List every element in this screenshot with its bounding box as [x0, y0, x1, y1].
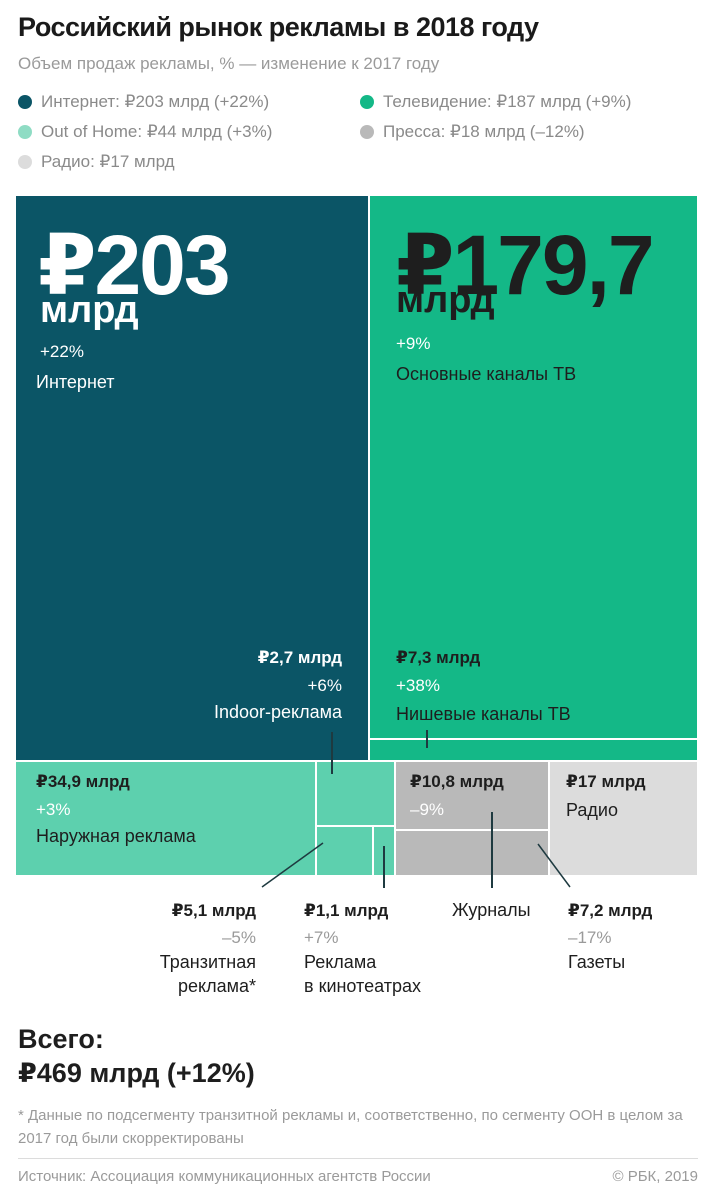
legend-dot-icon [360, 95, 374, 109]
cell-internet: ₽203 млрд +22% Интернет ₽2,7 млрд +6% In… [16, 196, 368, 760]
tv-main-value: ₽179,7 [396, 218, 655, 312]
chart-subtitle: Объем продаж рекламы, % — изменение к 20… [18, 54, 440, 73]
cell-indoor [317, 762, 394, 825]
legend-item-tv: Телевидение: ₽187 млрд (+9%) [360, 92, 631, 112]
leader-line-magazines [491, 812, 493, 888]
indoor-value: ₽2,7 млрд [257, 648, 342, 667]
leader-line-newspapers [537, 843, 571, 888]
cell-magazines: ₽10,8 млрд –9% [396, 762, 548, 829]
footnote: * Данные по подсегменту транзитной рекла… [18, 1107, 683, 1147]
legend-label: Интернет: ₽203 млрд (+22%) [41, 92, 270, 111]
leader-line-indoor [331, 732, 333, 774]
newspapers-label: Газеты [568, 952, 626, 972]
legend-label: Пресса: ₽18 млрд (–12%) [383, 122, 585, 141]
leader-line-transit [261, 842, 324, 888]
leader-line-cinema [383, 846, 385, 888]
outdoor-value: ₽34,9 млрд [36, 772, 130, 791]
tv-main-label: Основные каналы ТВ [396, 364, 577, 384]
cell-transit [317, 827, 372, 875]
leader-line-tv-niche [426, 730, 428, 748]
legend-label: Радио: ₽17 млрд [41, 152, 175, 171]
transit-label: Транзитная [159, 952, 256, 972]
legend-dot-icon [18, 155, 32, 169]
transit-change: –5% [221, 928, 256, 947]
magazines-value: ₽10,8 млрд [410, 772, 504, 791]
legend-item-internet: Интернет: ₽203 млрд (+22%) [18, 92, 269, 112]
cinema-label-2: в кинотеатрах [304, 976, 421, 996]
internet-value: ₽203 [38, 218, 231, 312]
outdoor-change: +3% [36, 800, 71, 819]
cinema-value: ₽1,1 млрд [304, 901, 389, 920]
tv-niche-label: Нишевые каналы ТВ [396, 704, 571, 724]
tv-niche-value: ₽7,3 млрд [396, 648, 481, 667]
indoor-change: +6% [307, 676, 343, 695]
total-label: Всего: [18, 1024, 104, 1054]
legend-dot-icon [18, 125, 32, 139]
cell-outdoor: ₽34,9 млрд +3% Наружная реклама [16, 762, 315, 875]
radio-label: Радио [566, 800, 618, 820]
internet-unit: млрд [40, 289, 139, 331]
total-value: ₽469 млрд (+12%) [18, 1058, 255, 1088]
newspapers-value: ₽7,2 млрд [568, 901, 653, 920]
transit-label-2: реклама* [177, 976, 256, 996]
cell-tv-main: ₽179,7 млрд +9% Основные каналы ТВ ₽7,3 … [370, 196, 697, 738]
internet-change: +22% [40, 342, 84, 361]
legend-dot-icon [18, 95, 32, 109]
source: Источник: Ассоциация коммуникационных аг… [18, 1168, 431, 1185]
newspapers-change: –17% [568, 928, 612, 947]
legend-dot-icon [360, 125, 374, 139]
legend-item-press: Пресса: ₽18 млрд (–12%) [360, 122, 585, 142]
legend-item-radio: Радио: ₽17 млрд [18, 152, 175, 172]
tv-main-change: +9% [396, 334, 431, 353]
tv-main-unit: млрд [396, 279, 495, 321]
internet-label: Интернет [36, 372, 115, 392]
magazines-label: Журналы [452, 900, 531, 920]
cell-radio: ₽17 млрд Радио [550, 762, 697, 875]
cell-tv-niche [370, 740, 697, 760]
outdoor-label: Наружная реклама [36, 826, 196, 846]
legend-item-ooh: Out of Home: ₽44 млрд (+3%) [18, 122, 272, 142]
divider [18, 1158, 698, 1159]
cell-newspapers [396, 831, 548, 875]
copyright: © РБК, 2019 [612, 1168, 698, 1185]
legend-label: Телевидение: ₽187 млрд (+9%) [383, 92, 632, 111]
cinema-label: Реклама [304, 952, 377, 972]
radio-value: ₽17 млрд [566, 772, 646, 791]
tv-niche-change: +38% [396, 676, 440, 695]
cinema-change: +7% [304, 928, 339, 947]
transit-value: ₽5,1 млрд [171, 901, 256, 920]
magazines-change: –9% [410, 800, 445, 819]
indoor-label: Indoor-реклама [213, 702, 342, 722]
chart-title: Российский рынок рекламы в 2018 году [18, 12, 539, 42]
legend-label: Out of Home: ₽44 млрд (+3%) [41, 122, 273, 141]
